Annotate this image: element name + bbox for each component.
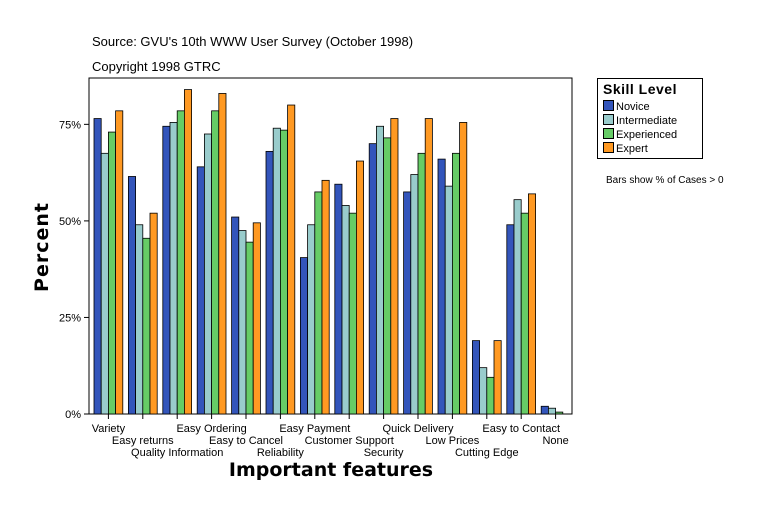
bar-intermediate-easy-to-contact [513,199,522,415]
bar-experienced-none [555,411,564,415]
legend-label: Intermediate [616,115,678,127]
legend-item-intermediate: Intermediate [603,114,677,128]
x-tick-label: None [542,435,568,447]
bars-note: Bars show % of Cases > 0 [606,175,724,186]
bar-intermediate-easy-payment [307,224,316,415]
bar-novice-quick-delivery [403,191,412,415]
bar-expert-easy-payment [321,179,330,415]
bar-intermediate-variety [100,152,109,415]
legend-title: Skill Level [603,81,677,97]
bar-experienced-security [383,137,392,415]
bar-novice-easy-to-contact [506,224,515,415]
bar-experienced-cutting-edge [486,376,495,415]
bar-novice-security [368,143,377,415]
x-tick-label: Easy to Cancel [209,435,283,447]
x-tick-label: Easy Payment [279,423,350,435]
y-tick-label: 75% [59,119,81,131]
legend-item-experienced: Experienced [603,128,677,142]
bar-novice-quality-information [162,125,171,415]
x-tick-label: Security [364,447,404,459]
bar-expert-easy-to-contact [528,193,537,415]
legend-label: Novice [616,101,650,113]
y-axis: 0% 25% 50% 75% [59,119,89,421]
legend-item-novice: Novice [603,100,650,114]
bar-novice-easy-ordering [196,166,205,415]
bar-novice-none [540,405,549,415]
bar-intermediate-reliability [272,127,281,415]
y-tick-label: 25% [59,312,81,324]
bar-intermediate-security [375,125,384,415]
bar-experienced-reliability [279,129,288,415]
x-tick-label: Variety [92,423,126,435]
x-tick-label: Easy to Contact [482,423,560,435]
bar-expert-variety [115,110,124,415]
x-tick-label: Reliability [257,447,305,459]
bar-intermediate-cutting-edge [479,367,488,415]
bar-expert-easy-to-cancel [252,222,261,415]
bar-intermediate-customer-support [341,205,350,415]
y-tick-label: 0% [65,409,81,421]
legend-swatch [603,142,614,153]
bar-intermediate-quality-information [169,122,178,415]
bar-intermediate-easy-ordering [203,133,212,415]
bar-intermediate-quick-delivery [410,174,419,415]
bar-novice-easy-payment [299,257,308,415]
bar-novice-easy-to-cancel [231,216,240,415]
bar-experienced-easy-to-cancel [245,241,254,415]
bar-experienced-variety [108,131,117,415]
bar-expert-easy-returns [149,212,158,415]
x-tick-label: Customer Support [305,435,394,447]
x-tick-label: Quick Delivery [383,423,454,435]
legend-label: Experienced [616,129,678,141]
legend-item-expert: Expert [603,142,648,156]
bar-experienced-low-prices [451,152,460,415]
bar-experienced-easy-returns [142,237,151,415]
x-axis-label: Important features [229,459,433,481]
bar-novice-cutting-edge [471,340,480,415]
x-tick-label: Easy returns [112,435,174,447]
bar-experienced-customer-support [348,212,357,415]
bar-novice-low-prices [437,158,446,415]
source-text: Source: GVU's 10th WWW User Survey (Octo… [92,34,414,49]
bar-expert-customer-support [355,160,364,415]
bar-experienced-quality-information [176,110,185,415]
bar-intermediate-none [548,407,557,415]
bar-novice-variety [93,118,102,415]
x-tick-label: Cutting Edge [455,447,519,459]
x-tick-label: Easy Ordering [176,423,246,435]
y-tick-label: 50% [59,216,81,228]
x-tick-label: Quality Information [131,447,223,459]
copyright-text: Copyright 1998 GTRC [92,59,221,74]
legend-swatch [603,100,614,111]
bar-intermediate-easy-to-cancel [238,230,247,415]
legend-swatch [603,128,614,139]
legend-swatch [603,114,614,125]
bar-experienced-easy-to-contact [520,212,529,415]
bar-expert-quick-delivery [424,118,433,415]
bars-group [93,89,564,415]
bar-expert-cutting-edge [493,340,502,415]
bar-expert-security [390,118,399,415]
bar-experienced-quick-delivery [417,152,426,415]
y-axis-label: Percent [31,202,53,292]
bar-experienced-easy-payment [314,191,323,415]
bar-novice-reliability [265,150,274,415]
bar-novice-customer-support [334,183,343,415]
bar-expert-quality-information [183,89,192,415]
x-tick-label: Low Prices [426,435,480,447]
legend: Skill Level Novice Intermediate Experien… [597,78,703,159]
bar-novice-easy-returns [127,176,136,415]
bar-expert-low-prices [459,122,468,415]
legend-label: Expert [616,143,648,155]
bar-intermediate-easy-returns [135,224,144,415]
bar-expert-easy-ordering [218,93,227,415]
bar-intermediate-low-prices [444,185,453,415]
bar-expert-reliability [287,104,296,415]
bar-experienced-easy-ordering [211,110,220,415]
